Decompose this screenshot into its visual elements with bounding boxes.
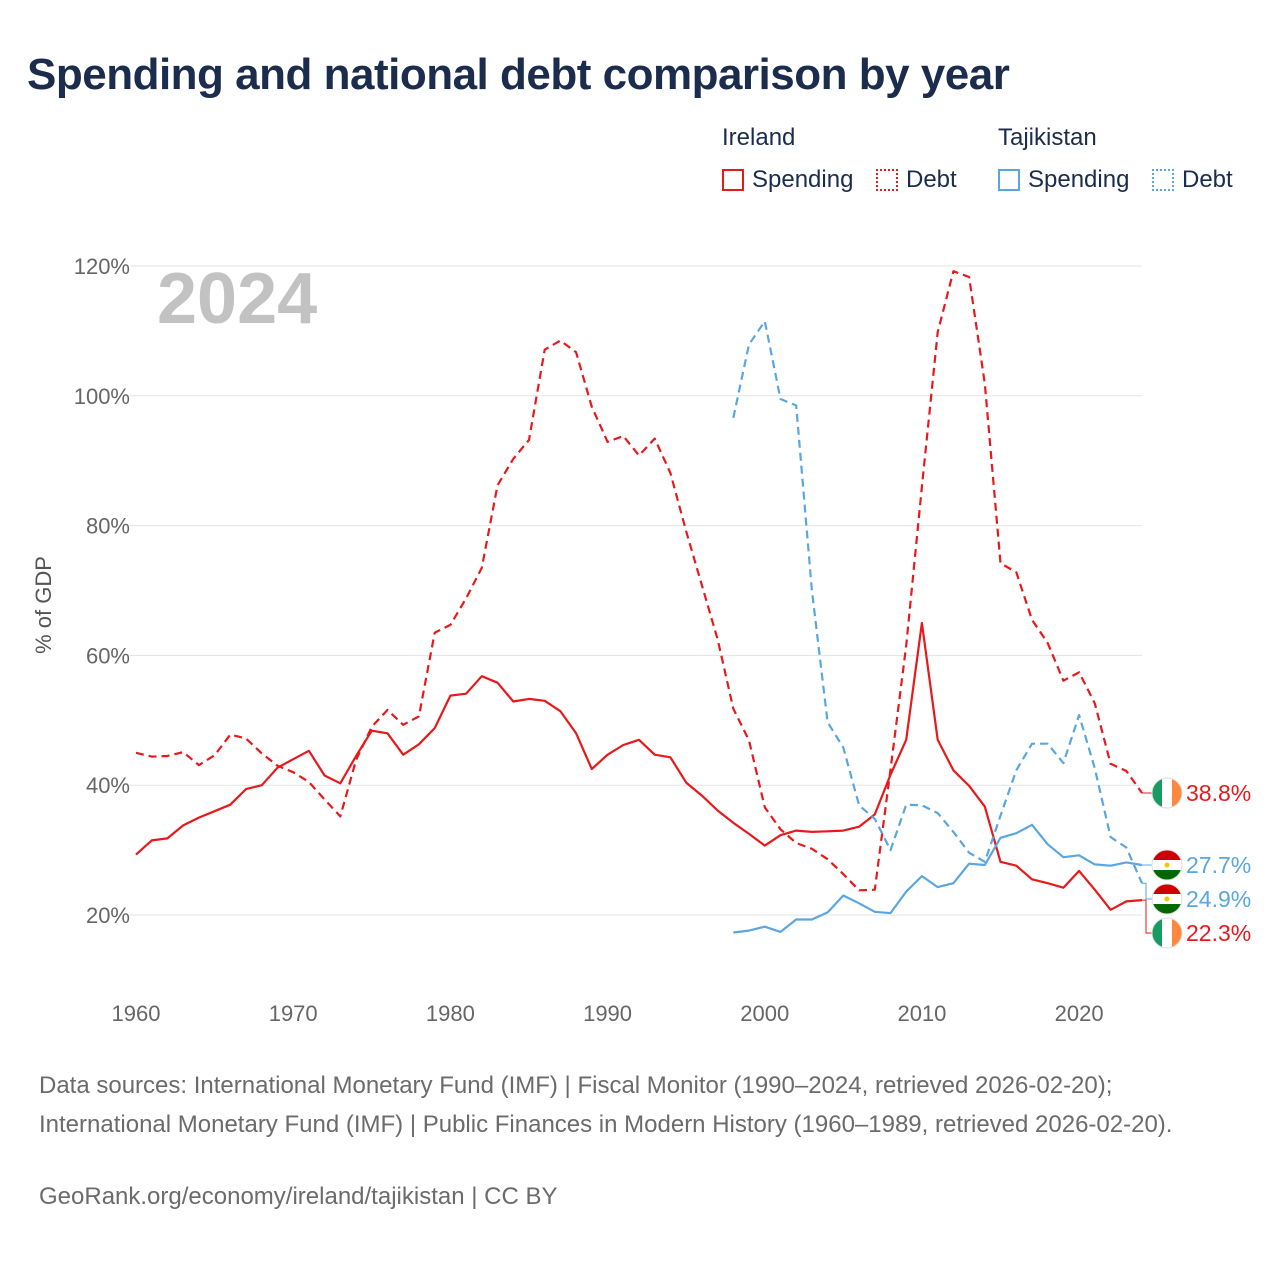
ireland-flag-icon <box>1151 777 1183 809</box>
end-label-connector <box>1142 899 1152 934</box>
flag-fill <box>1152 884 1182 915</box>
end-value-label: 38.8% <box>1186 780 1251 806</box>
flag-stripe-red <box>1152 884 1182 895</box>
y-tick-label: 20% <box>86 903 130 928</box>
series-line-ireland-spending <box>135 621 1143 911</box>
footer-credit[interactable]: GeoRank.org/economy/ireland/tajikistan |… <box>39 1183 558 1210</box>
series-line-ireland-debt <box>135 270 1143 892</box>
flag-border <box>1151 849 1183 881</box>
legend-swatch-dotted-icon <box>876 169 898 191</box>
flag-border <box>1151 883 1183 915</box>
year-watermark: 2024 <box>157 259 317 339</box>
flag-stripe-green <box>1152 870 1182 881</box>
x-axis: 1960 1970 1980 1990 2000 2010 2020 <box>112 1001 1104 1026</box>
end-label-connector <box>1142 882 1152 900</box>
flag-border <box>1151 777 1183 809</box>
end-value-label: 22.3% <box>1186 920 1251 946</box>
series-lines <box>135 270 1144 934</box>
x-tick-label: 1990 <box>583 1001 632 1026</box>
legend-label: Debt <box>906 166 957 193</box>
y-tick-label: 60% <box>86 643 130 668</box>
x-tick-label: 2000 <box>740 1001 789 1026</box>
y-tick-label: 40% <box>86 773 130 798</box>
flag-stripe-green <box>1152 904 1182 915</box>
data-source-note: Data sources: International Monetary Fun… <box>39 1072 1173 1138</box>
line-chart: 20% 40% 60% 80% 100% 120% 1960 1970 1980 1990 200… <box>31 254 1251 1026</box>
flag-stripe-orange <box>1172 777 1182 808</box>
tajikistan-flag-icon <box>1151 849 1183 881</box>
y-axis: 20% 40% 60% 80% 100% 120% <box>74 254 130 928</box>
end-labels: 38.8% 27.7% 24.9% 22.3% <box>1142 777 1251 949</box>
flag-stripe-white <box>1162 918 1172 949</box>
x-tick-label: 1960 <box>112 1001 161 1026</box>
legend-swatch-solid-icon <box>722 169 744 191</box>
flag-stripe-green <box>1152 918 1162 949</box>
flag-stripe-green <box>1152 777 1162 808</box>
y-axis-label: % of GDP <box>31 556 56 654</box>
legend-group-ireland: Ireland <box>722 124 796 151</box>
flag-crown <box>1164 862 1170 868</box>
x-tick-label: 1970 <box>269 1001 318 1026</box>
flag-stripe-white <box>1162 777 1172 808</box>
flag-crown <box>1164 896 1170 902</box>
flag-fill <box>1152 918 1182 949</box>
flag-stripe-red <box>1152 850 1182 861</box>
y-tick-label: 80% <box>86 514 130 539</box>
legend-group-tajikistan: Tajikistan <box>998 124 1097 151</box>
legend-label: Spending <box>1028 166 1130 193</box>
legend-tajikistan-spending[interactable]: Spending <box>998 165 1129 195</box>
y-tick-label: 120% <box>74 254 130 279</box>
flag-border <box>1151 917 1183 949</box>
flag-fill <box>1152 777 1182 808</box>
legend-label: Spending <box>752 166 854 193</box>
series-line-tajikistan-spending <box>733 823 1143 934</box>
ireland-flag-icon <box>1151 917 1183 949</box>
chart-title: Spending and national debt comparison by… <box>27 50 1010 99</box>
grid-lines <box>130 265 1142 916</box>
flag-fill <box>1152 850 1182 881</box>
x-tick-label: 2020 <box>1055 1001 1104 1026</box>
legend-label: Debt <box>1182 166 1233 193</box>
end-value-label: 24.9% <box>1186 886 1251 912</box>
y-tick-label: 100% <box>74 384 130 409</box>
legend-swatch-solid-icon <box>998 169 1020 191</box>
legend-ireland-debt[interactable]: Debt <box>876 165 957 195</box>
legend-tajikistan-debt[interactable]: Debt <box>1152 165 1233 195</box>
end-value-label: 27.7% <box>1186 852 1251 878</box>
series-line-tajikistan-debt <box>732 320 1144 884</box>
flag-stripe-orange <box>1172 918 1182 949</box>
legend-ireland-spending[interactable]: Spending <box>722 165 853 195</box>
x-tick-label: 2010 <box>897 1001 946 1026</box>
legend-swatch-dotted-icon <box>1152 169 1174 191</box>
tajikistan-flag-icon <box>1151 883 1183 915</box>
x-tick-label: 1980 <box>426 1001 475 1026</box>
